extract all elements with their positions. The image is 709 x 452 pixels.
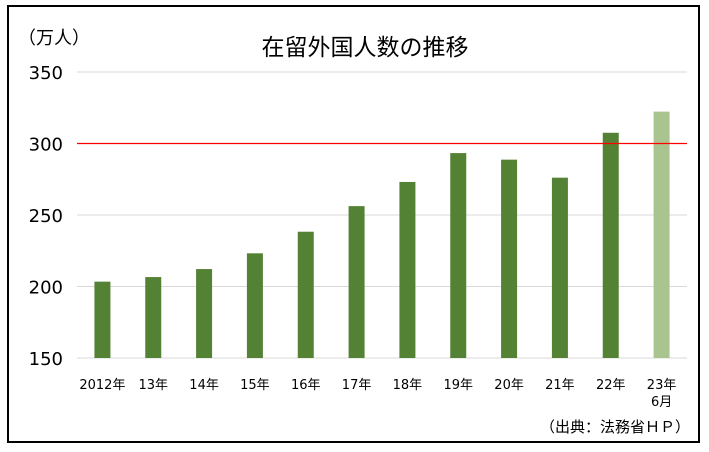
x-tick-label: 19年: [443, 378, 473, 393]
x-tick-labels: 2012年 13年 14年 15年 16年 17年 18年 19年 20年 21年 22年 23年 6月: [79, 378, 676, 410]
x-tick-label: 6月: [651, 395, 672, 410]
bar: [501, 159, 518, 358]
bar: [551, 177, 568, 358]
x-tick-label: 13年: [138, 378, 168, 393]
bar: [297, 231, 314, 358]
bar: [94, 281, 111, 358]
y-axis-unit-label: （万人）: [18, 28, 90, 49]
bar: [602, 132, 619, 358]
bar: [196, 269, 213, 358]
x-tick-label: 15年: [240, 378, 270, 393]
x-tick-label: 17年: [342, 378, 372, 393]
bars: [94, 111, 670, 359]
x-tick-label: 18年: [393, 378, 423, 393]
x-tick-label: 2012年: [79, 378, 125, 393]
y-tick-label: 200: [29, 278, 63, 299]
x-tick-label: 21年: [545, 378, 575, 393]
x-tick-label: 16年: [291, 378, 321, 393]
y-tick-label: 150: [29, 349, 63, 370]
x-tick-label: 20年: [494, 378, 524, 393]
bar: [450, 153, 467, 358]
x-tick-label: 14年: [189, 378, 219, 393]
y-tick-labels: 150 200 250 300 350: [29, 63, 63, 370]
y-tick-label: 300: [29, 135, 63, 156]
x-tick-label: 22年: [596, 378, 626, 393]
bar: [145, 277, 162, 358]
chart-title: 在留外国人数の推移: [262, 35, 469, 61]
source-note: （出典：法務省ＨＰ）: [540, 418, 690, 436]
bar: [348, 206, 365, 358]
bar: [246, 253, 263, 358]
bar: [399, 181, 416, 358]
grid-lines: [77, 71, 687, 359]
x-tick-label: 23年: [647, 378, 677, 393]
bar: [653, 111, 670, 359]
y-tick-label: 350: [29, 63, 63, 84]
y-tick-label: 250: [29, 206, 63, 227]
